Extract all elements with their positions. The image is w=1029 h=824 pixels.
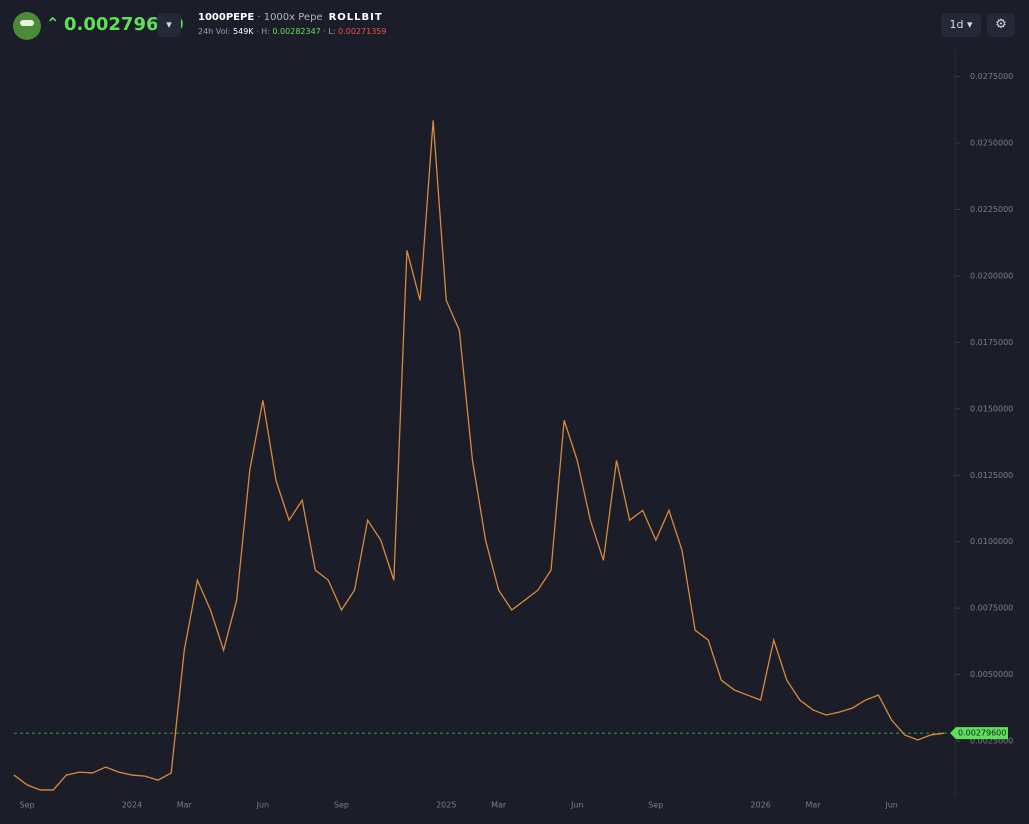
volume: 549K	[233, 27, 254, 36]
x-tick-label: Mar	[177, 801, 193, 810]
low: 0.00271359	[338, 27, 387, 36]
symbol: 1000PEPE	[198, 12, 255, 23]
high: 0.00282347	[272, 27, 321, 36]
y-tick-label: 0.0200000	[970, 271, 1013, 280]
x-tick-label: Jun	[570, 801, 584, 810]
x-tick-label: 2024	[122, 801, 142, 810]
low-label: · L:	[323, 27, 336, 36]
y-tick-label: 0.0025000	[970, 737, 1013, 746]
x-tick-label: 2026	[750, 801, 770, 810]
interval-button[interactable]: 1d ▾	[941, 13, 981, 37]
y-tick-label: 0.0150000	[970, 404, 1013, 413]
x-tick-label: Mar	[805, 801, 821, 810]
y-tick-label: 0.0100000	[970, 537, 1013, 546]
y-tick-label: 0.0275000	[970, 72, 1013, 81]
market-name: · 1000x Pepe	[257, 12, 323, 23]
y-tick-label: 0.0225000	[970, 205, 1013, 214]
volume-label: 24h Vol:	[198, 27, 231, 36]
settings-button[interactable]: ⚙	[987, 13, 1015, 37]
last-price-label: 0.00279600	[958, 729, 1006, 738]
price-line	[13, 120, 945, 791]
dropdown-button[interactable]: ▾	[157, 13, 181, 37]
x-tick-label: Mar	[491, 801, 507, 810]
brand: ROLLBIT	[328, 12, 383, 23]
last-price-tag	[950, 727, 1008, 740]
market-info: 1000PEPE · 1000x Pepe ROLLBIT	[198, 12, 383, 23]
header: ⌃ 0.00279600 ▾ 1000PEPE · 1000x Pepe ROLL…	[0, 0, 1029, 52]
x-tick-label: 2025	[436, 801, 456, 810]
up-icon: ⌃	[46, 14, 60, 33]
high-label: · H:	[256, 27, 270, 36]
y-tick-label: 0.0075000	[970, 604, 1013, 613]
price: 0.00279600	[64, 14, 184, 35]
y-tick-label: 0.0050000	[970, 670, 1013, 679]
x-tick-label: Jun	[884, 801, 898, 810]
stats: 24h Vol: 549K · H: 0.00282347 · L: 0.002…	[198, 27, 386, 36]
token-logo	[13, 12, 41, 40]
x-tick-label: Jun	[256, 801, 270, 810]
y-tick-label: 0.0175000	[970, 338, 1013, 347]
x-tick-label: Sep	[20, 801, 35, 810]
x-tick-label: Sep	[334, 801, 349, 810]
y-tick-label: 0.0250000	[970, 139, 1013, 148]
interval: 1d	[949, 18, 964, 31]
x-tick-label: Sep	[648, 801, 663, 810]
y-tick-label: 0.0125000	[970, 471, 1013, 480]
